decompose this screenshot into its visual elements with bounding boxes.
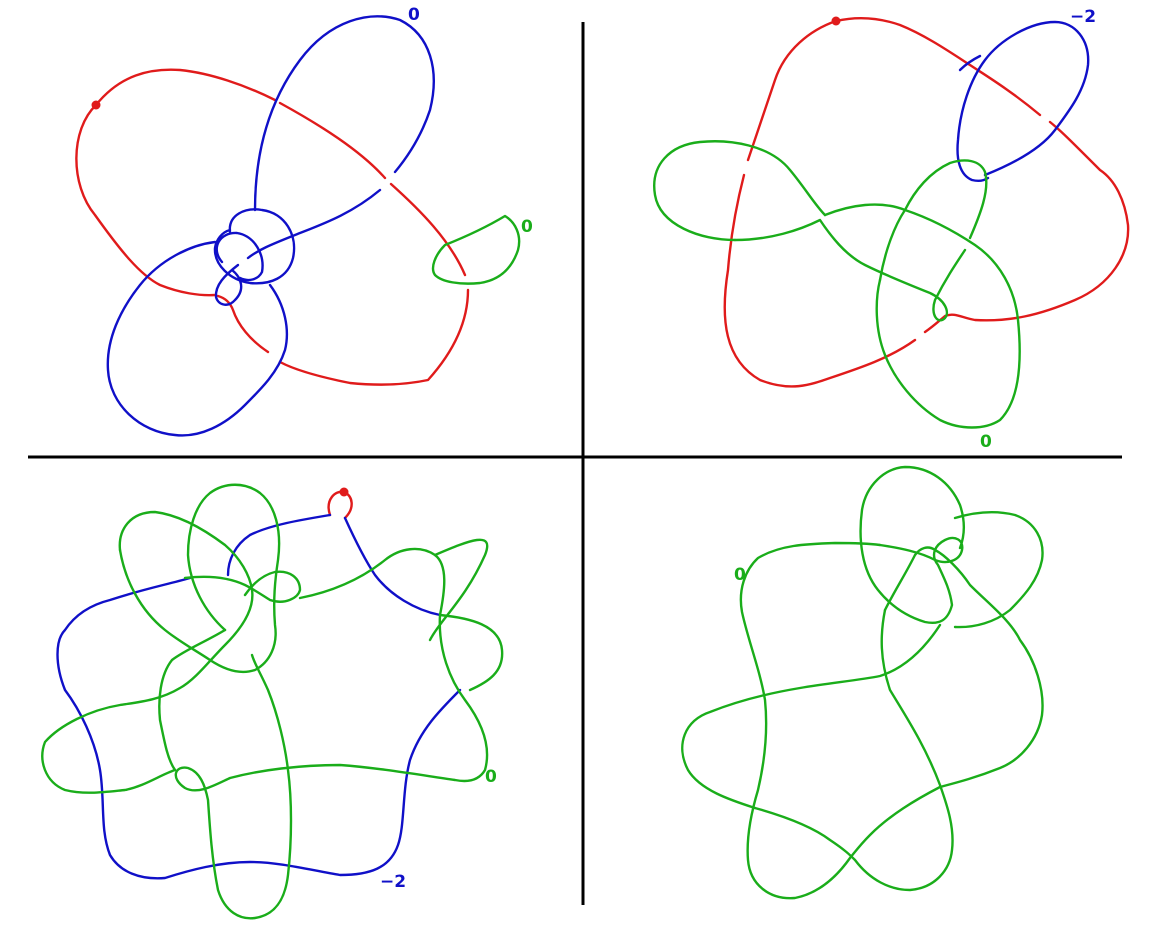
green-strand xyxy=(953,510,1044,629)
red-basepoint xyxy=(339,487,349,497)
blue-strand xyxy=(56,576,462,880)
green-strand xyxy=(653,140,827,242)
green-strand xyxy=(681,623,942,810)
green-strand xyxy=(859,465,965,624)
blue-strand xyxy=(214,263,243,306)
green-strand xyxy=(118,483,281,674)
green-strand xyxy=(733,218,967,322)
green-strand xyxy=(823,203,1021,429)
green-framing-label: 0 xyxy=(734,565,746,585)
blue-strand xyxy=(215,231,264,282)
blue-strand xyxy=(213,208,296,285)
red-strand xyxy=(723,173,917,388)
green-strand xyxy=(158,628,227,772)
green-strand xyxy=(878,159,988,282)
red-strand xyxy=(75,103,217,297)
green-strand xyxy=(753,608,954,892)
green-strand xyxy=(883,546,1044,789)
blue-strand xyxy=(956,20,1090,183)
green-strand xyxy=(174,547,489,920)
panel-top-right: −2 0 xyxy=(653,7,1130,452)
red-strand xyxy=(834,17,1042,117)
red-strand xyxy=(94,68,277,107)
green-framing-label: 0 xyxy=(485,767,497,787)
blue-strand xyxy=(226,513,332,577)
panel-bottom-right: 0 xyxy=(681,465,1044,900)
red-basepoint xyxy=(91,100,101,110)
green-framing-label: 0 xyxy=(980,432,992,452)
red-strand xyxy=(278,288,470,386)
green-strand xyxy=(431,214,521,285)
red-strand xyxy=(327,490,353,520)
green-strand xyxy=(41,510,254,794)
blue-strand xyxy=(958,54,982,72)
blue-strand xyxy=(343,516,442,617)
panel-top-left: 0 0 xyxy=(75,5,533,437)
blue-framing-label: −2 xyxy=(380,872,406,892)
blue-strand xyxy=(246,188,382,260)
blue-strand xyxy=(253,15,435,212)
green-strand xyxy=(438,613,504,692)
red-strand xyxy=(278,101,387,180)
red-strand xyxy=(746,19,838,162)
green-strand xyxy=(183,570,302,603)
green-framing-label: 0 xyxy=(521,217,533,237)
green-strand xyxy=(428,538,489,642)
blue-framing-label: −2 xyxy=(1070,7,1096,27)
red-strand xyxy=(216,294,270,354)
green-strand xyxy=(739,541,942,900)
panel-bottom-left: 0 −2 xyxy=(41,483,504,920)
red-strand xyxy=(389,182,467,277)
red-basepoint xyxy=(831,16,841,26)
blue-strand xyxy=(106,240,289,437)
blue-framing-label: 0 xyxy=(408,5,420,25)
